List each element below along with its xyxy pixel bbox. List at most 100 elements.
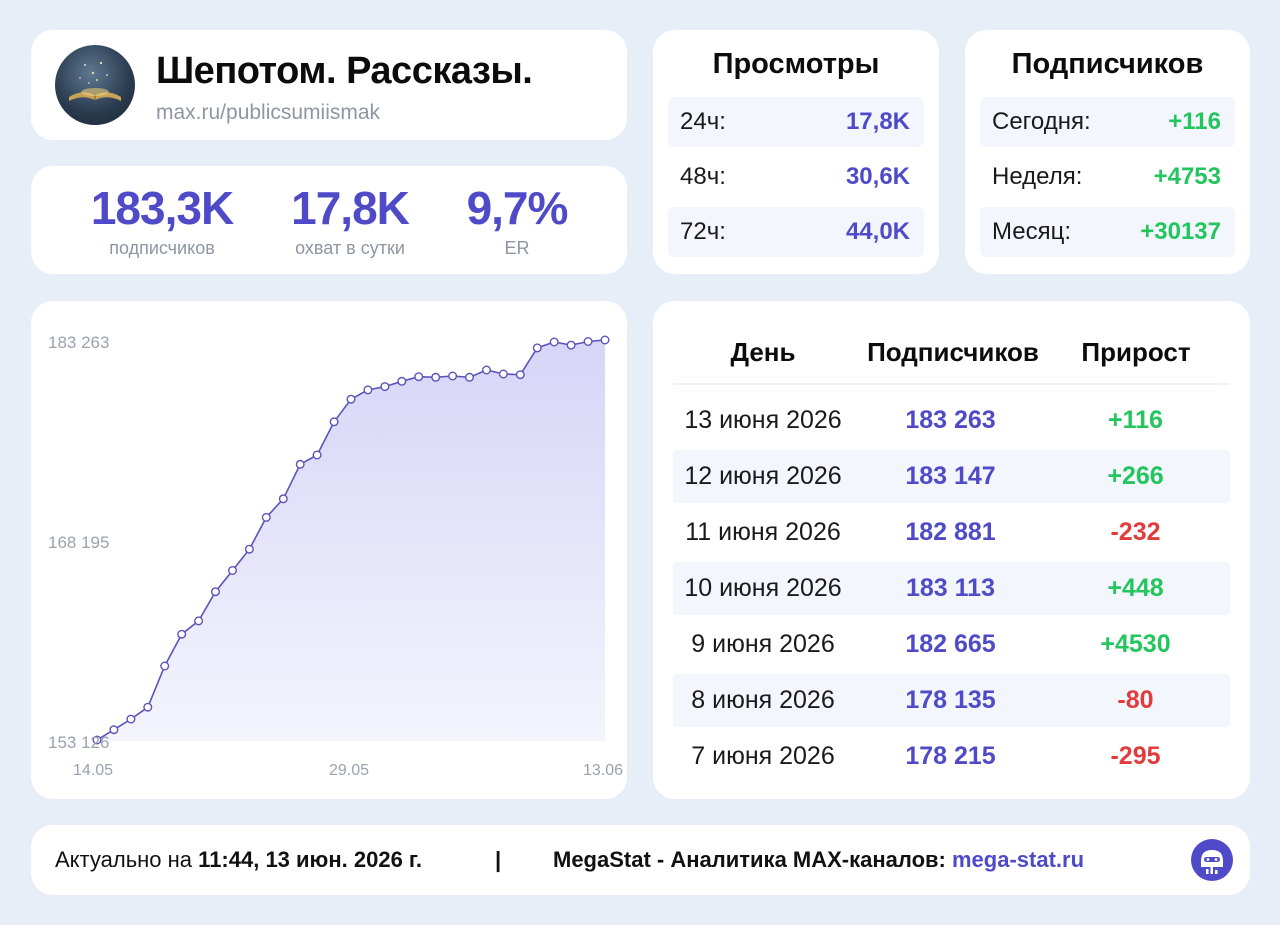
updated-info: Актуально на 11:44, 13 июн. 2026 г. (55, 825, 422, 895)
updated-value: 11:44, 13 июн. 2026 г. (198, 847, 422, 872)
chart-point (126, 714, 136, 724)
row-growth: +4530 (1100, 630, 1171, 658)
row-subscribers: 183 113 (906, 574, 995, 602)
row-growth: -80 (1117, 686, 1154, 714)
table-row: 13 июня 2026 183 263 +116 (673, 394, 1230, 447)
chart-point (380, 382, 390, 392)
megastat-logo-icon[interactable] (1191, 839, 1233, 881)
row-growth: +266 (1107, 462, 1164, 490)
row-date: 8 июня 2026 (691, 686, 835, 714)
subscribers-row-value: +116 (1168, 108, 1221, 135)
chart-x-tick-label: 14.05 (73, 762, 113, 779)
chart-point (566, 340, 576, 350)
chart-point (549, 337, 559, 347)
table-header-subscribers: Подписчиков (867, 337, 1039, 367)
views-row-24h: 24ч: 17,8K (668, 97, 924, 147)
stat-er: 9,7% ER (417, 182, 617, 259)
stat-subscribers: 183,3K подписчиков (62, 182, 262, 259)
chart-area-fill (97, 340, 605, 741)
subscribers-row-today: Сегодня: +116 (980, 97, 1235, 147)
chart-y-tick-label: 183 263 (48, 333, 109, 352)
table-row: 8 июня 2026 178 135 -80 (673, 674, 1230, 727)
chart-point (143, 702, 153, 712)
subscribers-row-value: +4753 (1153, 163, 1221, 190)
views-row-label: 72ч: (680, 218, 726, 245)
row-growth: -295 (1110, 742, 1161, 770)
table-row: 10 июня 2026 183 113 +448 (673, 562, 1230, 615)
chart-point (261, 512, 271, 522)
brand-link[interactable]: mega-stat.ru (952, 847, 1085, 872)
chart-point (498, 369, 508, 379)
chart-point (194, 616, 204, 626)
chart-point (465, 372, 475, 382)
stat-value: 17,8K (291, 182, 410, 234)
chart-point (278, 494, 288, 504)
footer-separator: | (495, 847, 502, 872)
table-header-growth: Прирост (1081, 337, 1191, 367)
row-subscribers: 178 215 (905, 742, 996, 770)
row-date: 10 июня 2026 (684, 574, 842, 602)
chart-point (295, 459, 305, 469)
views-row-value: 17,8K (845, 108, 910, 135)
row-growth: +448 (1107, 574, 1164, 602)
subscribers-row-label: Сегодня: (992, 108, 1091, 135)
row-growth: -232 (1110, 518, 1161, 546)
channel-title: Шепотом. Рассказы. (156, 50, 533, 92)
channel-link[interactable]: max.ru/publicsumiismak (156, 101, 381, 124)
row-subscribers: 183 263 (905, 406, 996, 434)
chart-point (160, 661, 170, 671)
row-growth: +116 (1108, 406, 1163, 434)
subscribers-title: Подписчиков (1011, 48, 1204, 80)
chart-point (448, 371, 458, 381)
row-subscribers: 182 665 (905, 630, 996, 658)
chart-point (363, 385, 373, 395)
chart-point (177, 629, 187, 639)
chart-point (431, 372, 441, 382)
stat-label: охват в сутки (295, 238, 405, 258)
stat-label: ER (504, 238, 530, 258)
views-row-label: 24ч: (680, 108, 726, 135)
chart-x-tick-label: 29.05 (329, 762, 369, 779)
chart-point (92, 735, 102, 745)
views-row-72h: 72ч: 44,0K (668, 207, 924, 257)
chart-point (244, 544, 254, 554)
chart-point (515, 370, 525, 380)
table-row: 12 июня 2026 183 147 +266 (673, 450, 1230, 503)
table-row: 9 июня 2026 182 665 +4530 (673, 618, 1230, 671)
book-icon (69, 61, 121, 101)
subscribers-row-label: Месяц: (992, 218, 1072, 245)
daily-table-card: День Подписчиков Прирост 13 июня 2026 183… (653, 301, 1250, 799)
chart-point (482, 365, 492, 375)
subscribers-row-label: Неделя: (992, 163, 1083, 190)
row-subscribers: 178 135 (905, 686, 996, 714)
subscribers-growth-card: Подписчиков Сегодня: +116 Неделя: +4753 … (965, 30, 1250, 274)
chart-x-tick-label: 13.06 (583, 762, 623, 779)
brand-info: MegaStat - Аналитика MAX-каналов: mega-s… (553, 825, 1084, 895)
table-row: 7 июня 2026 178 215 -295 (673, 730, 1230, 783)
chart-point (397, 376, 407, 386)
chart-point (227, 566, 237, 576)
table-header-day: День (730, 337, 796, 367)
row-subscribers: 182 881 (905, 518, 996, 546)
stat-label: подписчиков (109, 238, 215, 258)
stat-value: 183,3K (90, 182, 234, 234)
footer-bar: Актуально на 11:44, 13 июн. 2026 г. | Me… (31, 825, 1250, 895)
row-date: 13 июня 2026 (684, 406, 842, 434)
subscribers-row-week: Неделя: +4753 (980, 152, 1235, 202)
chart-y-tick-label: 168 195 (48, 533, 109, 552)
chart-point (109, 725, 119, 735)
chart-point (414, 372, 424, 382)
row-date: 7 июня 2026 (691, 742, 835, 770)
views-row-label: 48ч: (680, 163, 726, 190)
row-date: 11 июня 2026 (685, 518, 841, 546)
channel-avatar (55, 45, 135, 125)
chart-point (210, 587, 220, 597)
chart-point (532, 343, 542, 353)
chart-y-tick-label: 153 126 (48, 733, 109, 752)
views-row-value: 30,6K (845, 163, 910, 190)
subscribers-chart: 183 263 168 195 153 126 14.05 29.05 13.06 (48, 333, 623, 779)
row-date: 12 июня 2026 (684, 462, 842, 490)
channel-header-card: Шепотом. Рассказы. max.ru/publicsumiisma… (31, 30, 627, 140)
views-row-value: 44,0K (845, 218, 910, 245)
brand-text: MegaStat - Аналитика MAX-каналов: (553, 847, 946, 872)
